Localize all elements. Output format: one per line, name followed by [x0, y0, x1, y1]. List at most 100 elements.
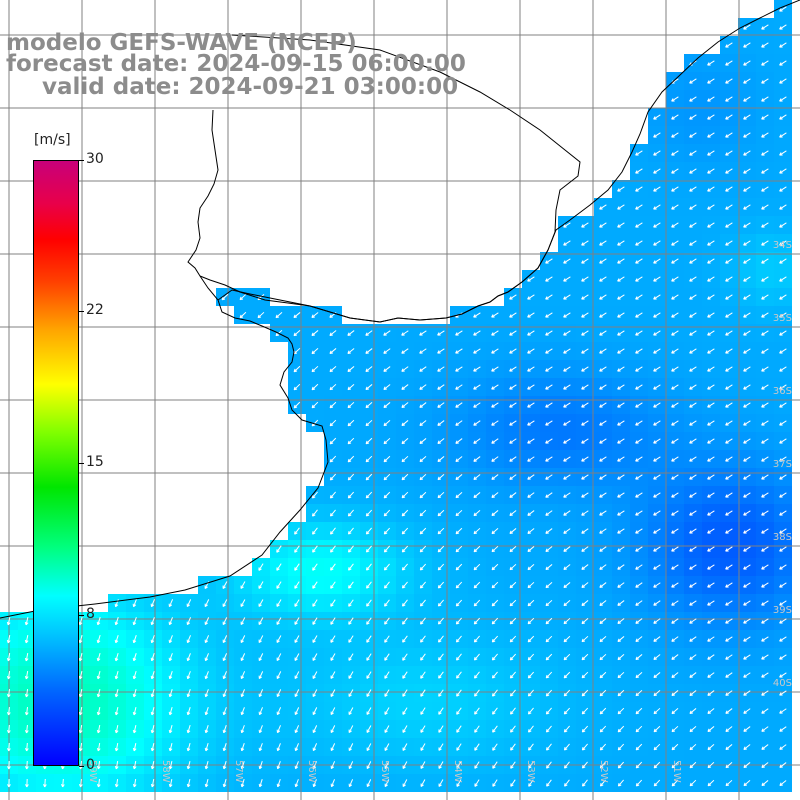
- wind-arrow: [329, 509, 336, 517]
- wind-arrow: [168, 635, 173, 644]
- wind-arrow: [689, 132, 697, 138]
- wind-arrow: [779, 312, 787, 318]
- wind-arrow: [707, 294, 715, 300]
- wind-arrow: [347, 419, 355, 427]
- wind-arrow: [563, 294, 571, 300]
- wind-arrow: [312, 581, 318, 589]
- wind-arrow: [779, 366, 787, 372]
- wind-arrow: [222, 779, 227, 788]
- wind-arrow: [545, 510, 553, 516]
- wind-arrow: [456, 779, 462, 787]
- wind-arrow: [617, 366, 625, 372]
- wind-arrow: [402, 725, 408, 733]
- wind-arrow: [761, 726, 769, 732]
- wind-arrow: [132, 689, 137, 698]
- wind-arrow: [510, 743, 516, 751]
- wind-arrow: [96, 617, 101, 626]
- wind-arrow: [455, 384, 463, 390]
- wind-arrow: [294, 527, 300, 535]
- wind-arrow: [276, 689, 282, 698]
- wind-arrow: [168, 599, 174, 608]
- wind-arrow: [384, 635, 390, 643]
- wind-arrow: [617, 600, 625, 606]
- wind-arrow: [401, 491, 409, 499]
- wind-arrow: [347, 491, 355, 499]
- wind-arrow: [743, 78, 751, 84]
- wind-arrow: [401, 563, 408, 571]
- wind-arrow: [366, 653, 372, 661]
- wind-arrow: [653, 330, 661, 336]
- wind-arrow: [743, 132, 751, 138]
- wind-arrow: [725, 204, 733, 210]
- wind-arrow: [294, 617, 300, 625]
- longitude-labels: 59W 58W 57W 56W 55W 54W 53W 52W 51W: [87, 760, 682, 783]
- wind-arrow: [743, 582, 751, 588]
- wind-arrow: [761, 600, 769, 606]
- wind-arrow: [707, 672, 715, 678]
- wind-arrow: [186, 778, 191, 788]
- wind-arrow: [743, 456, 751, 462]
- wind-arrow: [545, 276, 553, 282]
- wind-arrow: [617, 402, 625, 408]
- wind-arrow: [617, 348, 625, 354]
- wind-arrow: [527, 474, 535, 480]
- wind-arrow: [761, 402, 769, 408]
- wind-arrow: [294, 707, 300, 716]
- wind-arrow: [689, 402, 697, 408]
- wind-arrow: [653, 743, 661, 751]
- wind-arrow: [761, 312, 769, 318]
- wind-arrow: [725, 456, 733, 462]
- wind-arrow: [258, 725, 263, 734]
- wind-arrow: [276, 725, 281, 734]
- wind-arrow: [653, 636, 661, 642]
- wind-arrow: [599, 671, 607, 679]
- wind-arrow: [527, 312, 535, 318]
- wind-arrow: [617, 204, 625, 210]
- wind-arrow: [276, 779, 281, 788]
- wind-arrow: [707, 690, 715, 696]
- wind-arrow: [653, 240, 661, 246]
- wind-arrow: [312, 743, 318, 752]
- wind-arrow: [671, 546, 679, 552]
- wind-arrow: [329, 383, 337, 391]
- wind-arrow: [419, 491, 427, 499]
- wind-arrow: [419, 455, 427, 463]
- wind-arrow: [545, 707, 552, 715]
- wind-arrow: [689, 204, 697, 210]
- wind-arrow: [491, 599, 499, 607]
- wind-arrow: [725, 546, 733, 552]
- wind-arrow: [743, 744, 751, 750]
- wind-arrow: [509, 384, 517, 390]
- wind-arrow: [581, 492, 589, 498]
- colorbar-tick-label: 15: [86, 454, 104, 470]
- wind-arrow: [671, 168, 679, 174]
- latitude-label: 39S: [773, 605, 792, 616]
- wind-arrow: [635, 671, 643, 679]
- wind-arrow: [653, 402, 661, 408]
- wind-arrow: [456, 653, 462, 661]
- wind-arrow: [599, 635, 607, 643]
- wind-arrow: [455, 474, 463, 481]
- wind-arrow: [330, 545, 336, 553]
- wind-arrow: [509, 402, 517, 408]
- wind-arrow: [563, 384, 571, 390]
- wind-arrow: [365, 348, 373, 354]
- wind-arrow: [348, 617, 354, 625]
- wind-arrow: [653, 384, 661, 390]
- wind-arrow: [689, 672, 697, 678]
- wind-arrow: [707, 222, 715, 228]
- wind-arrow: [635, 725, 643, 733]
- wind-arrow: [347, 437, 355, 445]
- wind-arrow: [96, 653, 101, 662]
- wind-arrow: [743, 672, 751, 678]
- wind-arrow: [401, 545, 409, 553]
- wind-arrow: [204, 599, 210, 608]
- wind-arrow: [743, 240, 751, 246]
- wind-arrow: [545, 474, 553, 480]
- wind-arrow: [276, 581, 282, 589]
- wind-arrow: [419, 599, 426, 607]
- wind-arrow: [545, 384, 553, 390]
- wind-arrow: [276, 563, 282, 571]
- wind-arrow: [635, 546, 643, 552]
- wind-arrow: [366, 707, 372, 715]
